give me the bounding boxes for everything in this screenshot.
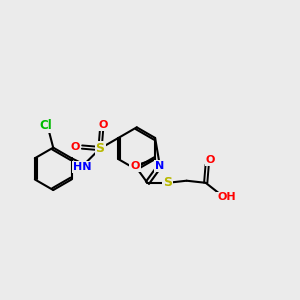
Text: O: O (206, 155, 215, 165)
Text: Cl: Cl (40, 119, 52, 132)
Text: O: O (130, 161, 140, 171)
Text: S: S (163, 176, 172, 189)
Text: O: O (71, 142, 80, 152)
Text: OH: OH (217, 192, 236, 203)
Text: N: N (155, 161, 164, 171)
Text: S: S (95, 142, 104, 155)
Text: O: O (98, 120, 108, 130)
Text: HN: HN (73, 162, 91, 172)
